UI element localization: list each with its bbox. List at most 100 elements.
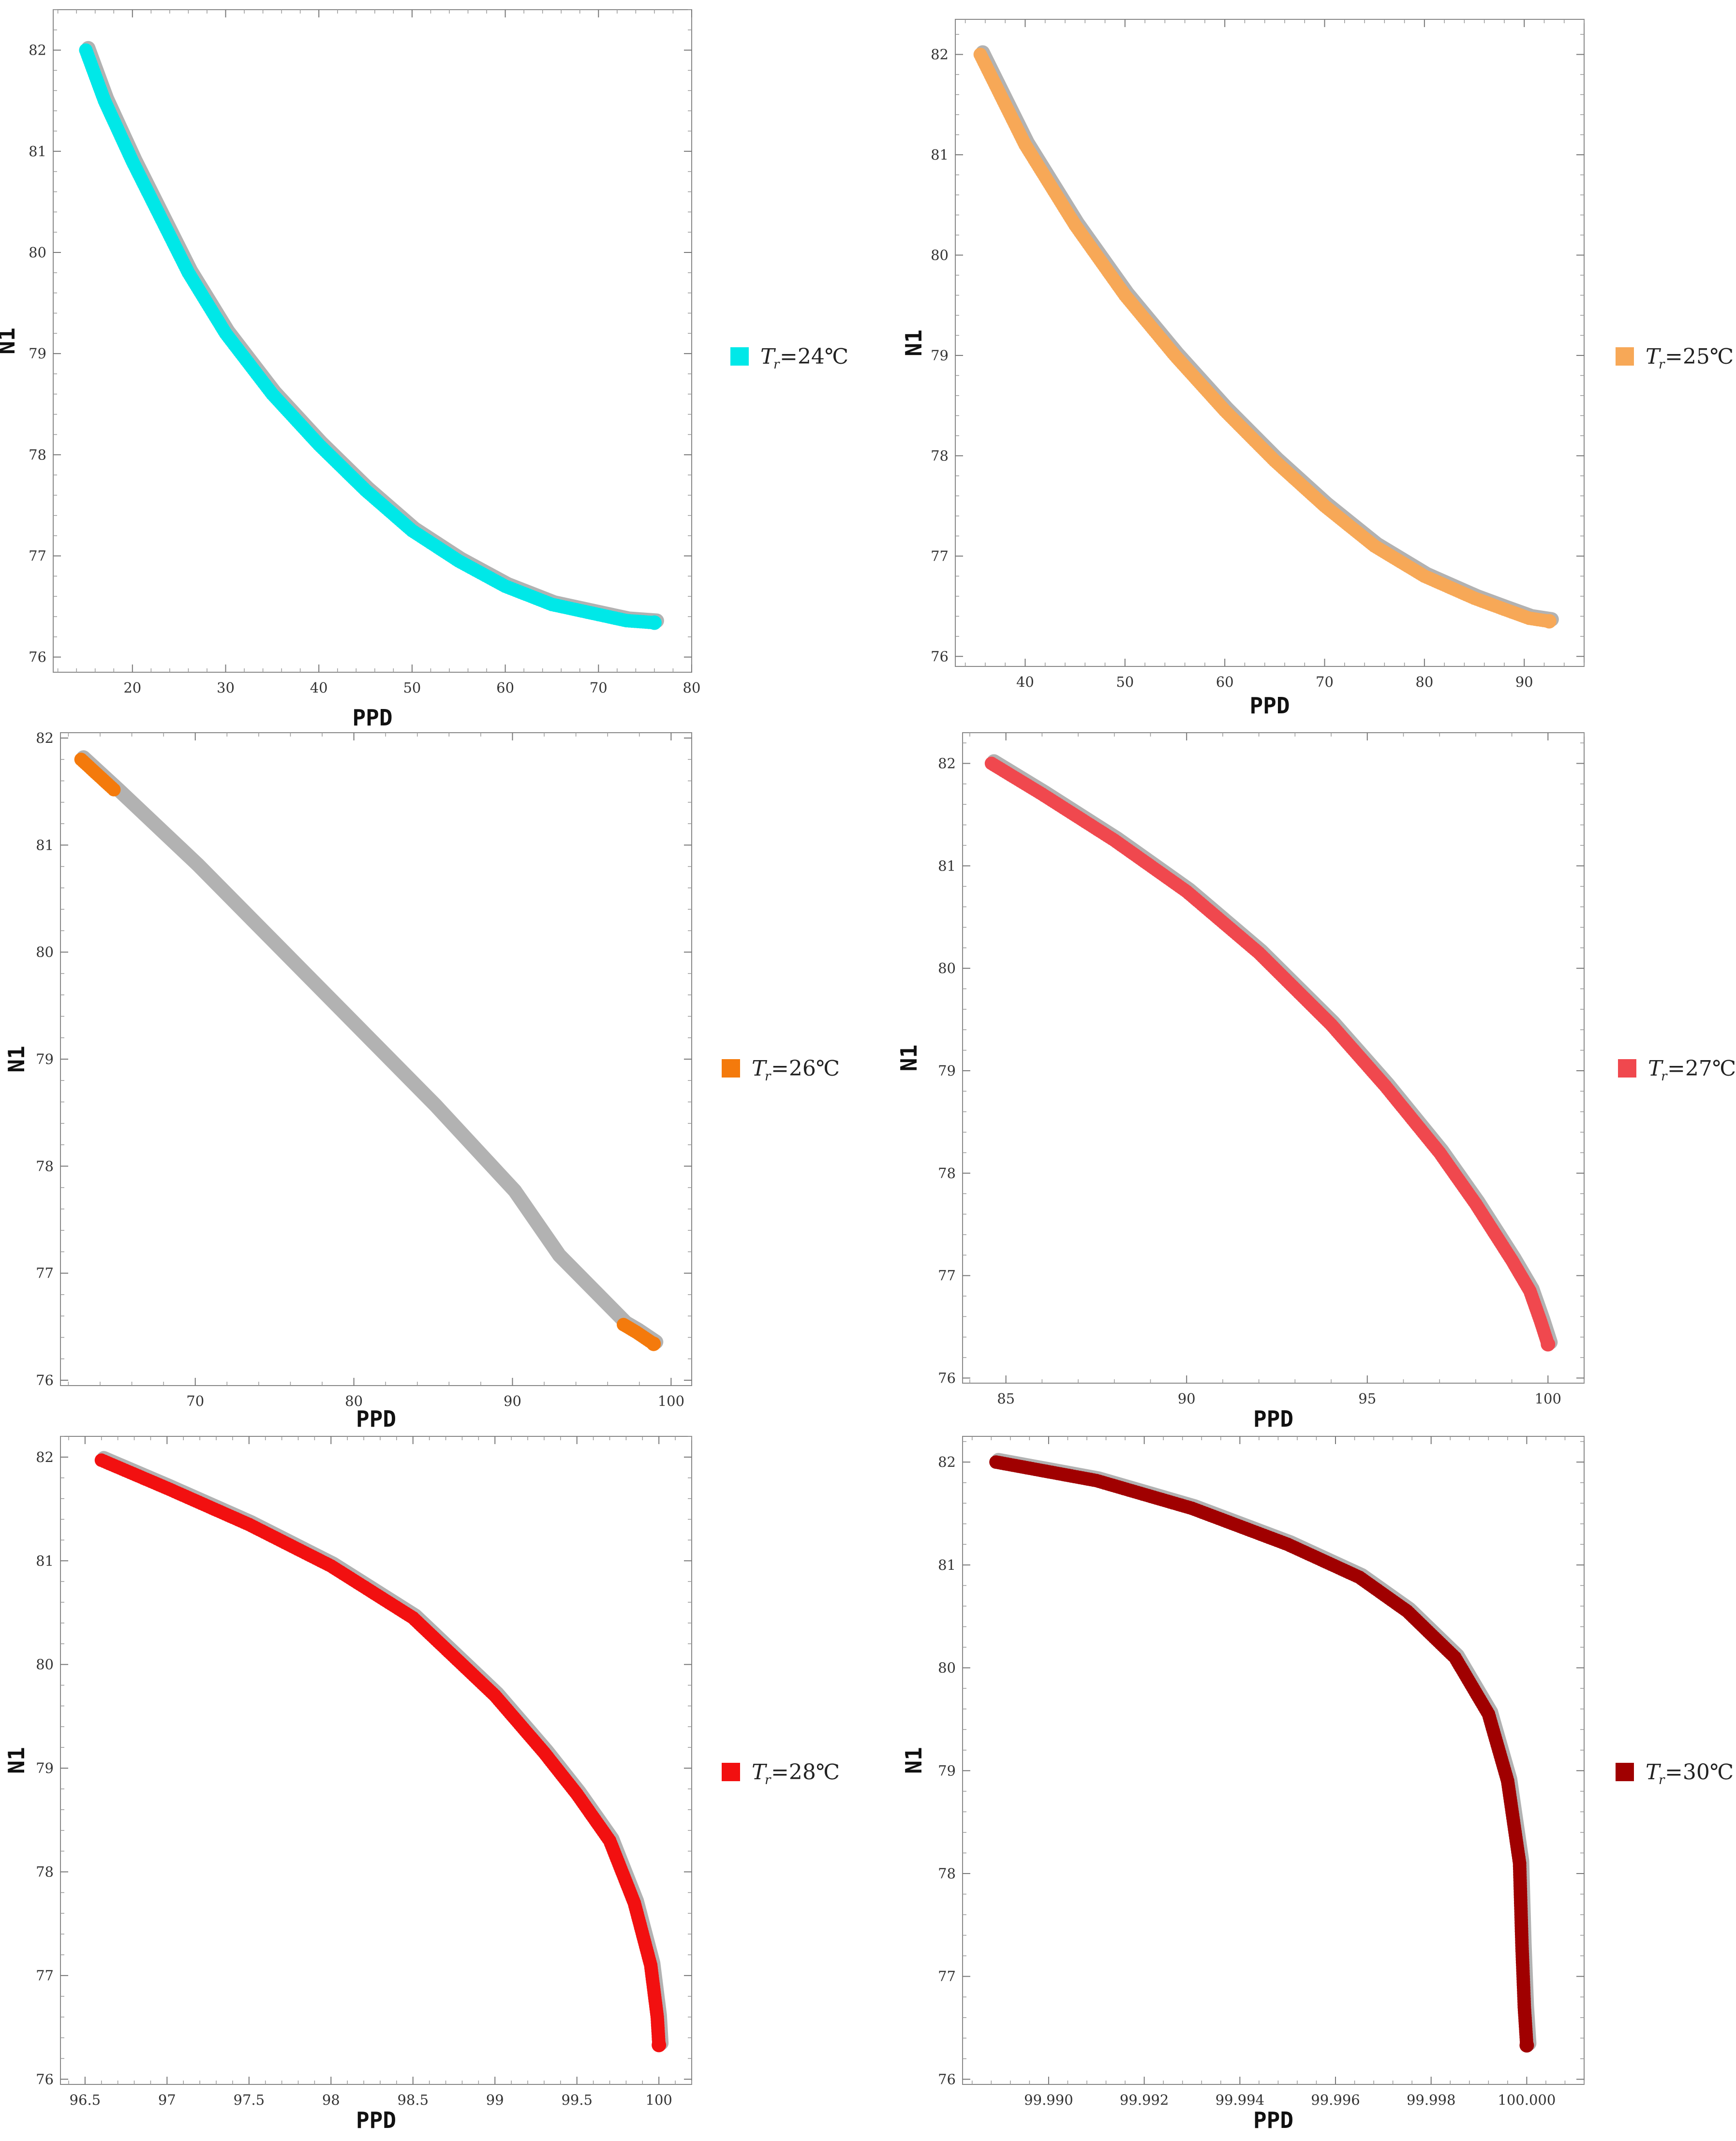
x-tick-label: 40 <box>310 679 328 696</box>
y-tick-label: 82 <box>29 42 46 59</box>
y-tick-label: 76 <box>938 2071 956 2087</box>
x-axis-title: PPD <box>352 705 392 731</box>
y-tick-label: 80 <box>938 960 956 976</box>
y-axis-title: N1 <box>3 1046 30 1072</box>
x-tick-label: 30 <box>217 679 235 696</box>
y-tick-label: 79 <box>29 345 46 362</box>
y-tick-label: 79 <box>931 347 949 364</box>
x-tick-label: 98 <box>322 2092 340 2108</box>
legend: Tr =26℃ <box>722 1056 840 1084</box>
y-tick-label: 81 <box>938 1557 956 1573</box>
plot-frame <box>53 9 692 673</box>
y-tick-label: 78 <box>938 1165 956 1181</box>
x-tick-label: 50 <box>1116 674 1134 690</box>
y-tick-label: 82 <box>938 1454 956 1470</box>
legend: Tr =27℃ <box>1618 1056 1736 1084</box>
legend-label-sub: r <box>1659 1773 1665 1787</box>
y-tick-label: 78 <box>938 1865 956 1882</box>
x-axis-title: PPD <box>356 2107 396 2133</box>
x-tick-label: 100 <box>646 2092 672 2108</box>
x-tick-label: 99.994 <box>1216 2092 1264 2108</box>
legend: Tr =28℃ <box>722 1760 840 1787</box>
x-tick-label: 40 <box>1016 674 1034 690</box>
x-tick-label: 99 <box>486 2092 504 2108</box>
y-tick-label: 77 <box>36 1967 54 1984</box>
y-tick-label: 82 <box>938 755 956 772</box>
plot-frame <box>962 1436 1585 2085</box>
x-tick-label: 95 <box>1358 1390 1376 1407</box>
x-axis-title: PPD <box>356 1406 396 1432</box>
x-tick-label: 99.990 <box>1024 2092 1073 2108</box>
x-tick-label: 98.5 <box>397 2092 429 2108</box>
y-tick-label: 79 <box>36 1760 54 1776</box>
x-tick-label: 90 <box>1178 1390 1196 1407</box>
x-tick-label: 99.992 <box>1120 2092 1169 2108</box>
y-tick-label: 78 <box>29 446 46 463</box>
data-point <box>107 783 121 797</box>
x-axis-title: PPD <box>1253 2107 1293 2133</box>
y-tick-label: 76 <box>29 649 46 665</box>
y-tick-label: 79 <box>36 1051 54 1067</box>
x-tick-label: 20 <box>123 679 141 696</box>
panel-5: 96.5 97 97.5 98 98.5 99 99.5 100 76 77 78 79 80 81 82 P… <box>3 1436 840 2133</box>
x-tick-label: 70 <box>590 679 608 696</box>
y-tick-label: 80 <box>36 944 54 960</box>
y-tick-label: 81 <box>938 857 956 874</box>
legend-label-sub: r <box>765 1069 772 1084</box>
x-tick-label: 99.998 <box>1407 2092 1455 2108</box>
legend-label-value: =24℃ <box>780 344 848 369</box>
legend-label-value: =28℃ <box>771 1760 840 1785</box>
x-tick-label: 100.000 <box>1498 2092 1556 2108</box>
series-shadow <box>76 750 664 1349</box>
panel-3: 70 80 90 100 76 77 78 79 80 81 82 PPD N1 Tr =26℃ <box>3 730 840 1432</box>
y-tick-label: 78 <box>931 447 949 464</box>
panel-4: 85 90 95 100 76 77 78 79 80 81 82 PPD N1 Tr =27℃ <box>896 732 1736 1432</box>
y-tick-label: 82 <box>36 730 54 746</box>
legend-label-main: T <box>1648 1056 1664 1081</box>
legend-label-sub: r <box>1659 357 1665 372</box>
data-point <box>646 1336 661 1351</box>
y-tick-label: 80 <box>36 1656 54 1673</box>
data-point <box>647 615 662 630</box>
y-tick-label: 80 <box>931 247 949 263</box>
y-tick-label: 81 <box>36 1552 54 1569</box>
legend-label-main: T <box>1646 1760 1662 1785</box>
legend-label-sub: r <box>1661 1069 1668 1084</box>
x-tick-label: 70 <box>1316 674 1334 690</box>
legend-label-value: =27℃ <box>1667 1056 1736 1081</box>
legend-label-value: =25℃ <box>1665 344 1734 369</box>
y-tick-label: 79 <box>938 1762 956 1779</box>
y-axis-title: N1 <box>896 1045 922 1071</box>
y-tick-label: 80 <box>938 1660 956 1676</box>
panel-2: 40 50 60 70 80 90 76 77 78 79 80 81 82 PPD N1 Tr =25℃ <box>901 19 1734 719</box>
plot-frame <box>962 732 1585 1384</box>
legend-swatch <box>730 347 749 366</box>
x-tick-label: 99.5 <box>561 2092 593 2108</box>
legend-swatch <box>722 1763 740 1781</box>
y-tick-label: 82 <box>931 46 949 63</box>
y-tick-label: 77 <box>938 1968 956 1985</box>
legend-swatch <box>1616 1763 1634 1781</box>
legend-label-main: T <box>1646 344 1662 369</box>
y-tick-label: 77 <box>36 1265 54 1282</box>
data-point <box>1541 1337 1556 1352</box>
x-tick-label: 60 <box>1216 674 1234 690</box>
series-shadow <box>96 1451 669 2051</box>
series-shadow <box>991 1453 1537 2051</box>
y-tick-label: 77 <box>938 1268 956 1284</box>
x-tick-label: 97.5 <box>234 2092 265 2108</box>
y-tick-label: 80 <box>29 244 46 261</box>
x-tick-label: 99.996 <box>1311 2092 1360 2108</box>
y-tick-label: 82 <box>36 1449 54 1465</box>
y-tick-label: 78 <box>36 1158 54 1174</box>
x-axis-title: PPD <box>1253 1406 1293 1432</box>
data-point <box>1542 614 1557 629</box>
legend: Tr =25℃ <box>1616 344 1734 372</box>
panel-6: 99.990 99.992 99.994 99.996 99.998 100.000 76 7… <box>901 1436 1734 2133</box>
y-tick-label: 81 <box>36 837 54 853</box>
y-tick-label: 76 <box>931 648 949 664</box>
x-tick-label: 60 <box>496 679 514 696</box>
legend-label-value: =26℃ <box>771 1056 840 1081</box>
y-tick-label: 79 <box>938 1063 956 1079</box>
